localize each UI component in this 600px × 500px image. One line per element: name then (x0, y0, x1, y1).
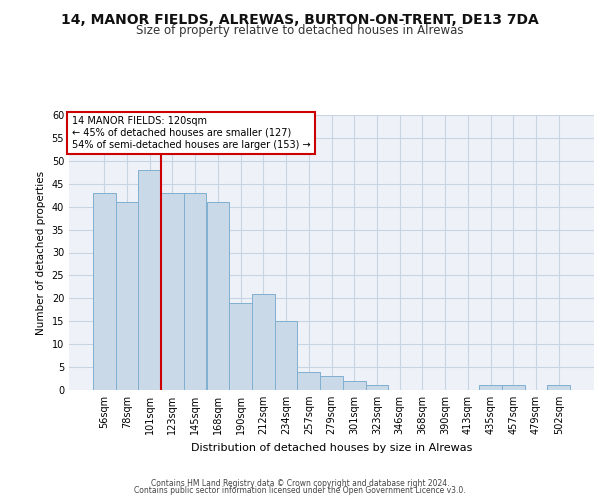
Bar (93, 193, 116, 390)
Bar (320, 376, 343, 390)
Bar (161, 193, 184, 390)
Bar (252, 294, 275, 390)
Text: Contains public sector information licensed under the Open Government Licence v3: Contains public sector information licen… (134, 486, 466, 495)
Bar (206, 202, 229, 390)
Bar (479, 386, 502, 390)
Bar (116, 202, 139, 390)
Text: 14, MANOR FIELDS, ALREWAS, BURTON-ON-TRENT, DE13 7DA: 14, MANOR FIELDS, ALREWAS, BURTON-ON-TRE… (61, 12, 539, 26)
Bar (547, 386, 570, 390)
Bar (229, 303, 252, 390)
Bar (139, 170, 161, 390)
Bar (184, 193, 206, 390)
Bar (275, 322, 298, 390)
Bar (298, 372, 320, 390)
Text: 14 MANOR FIELDS: 120sqm
← 45% of detached houses are smaller (127)
54% of semi-d: 14 MANOR FIELDS: 120sqm ← 45% of detache… (71, 116, 310, 150)
Bar (365, 386, 388, 390)
Text: Contains HM Land Registry data © Crown copyright and database right 2024.: Contains HM Land Registry data © Crown c… (151, 478, 449, 488)
X-axis label: Distribution of detached houses by size in Alrewas: Distribution of detached houses by size … (191, 442, 472, 452)
Bar (343, 381, 365, 390)
Text: Size of property relative to detached houses in Alrewas: Size of property relative to detached ho… (136, 24, 464, 37)
Y-axis label: Number of detached properties: Number of detached properties (36, 170, 46, 334)
Bar (502, 386, 524, 390)
